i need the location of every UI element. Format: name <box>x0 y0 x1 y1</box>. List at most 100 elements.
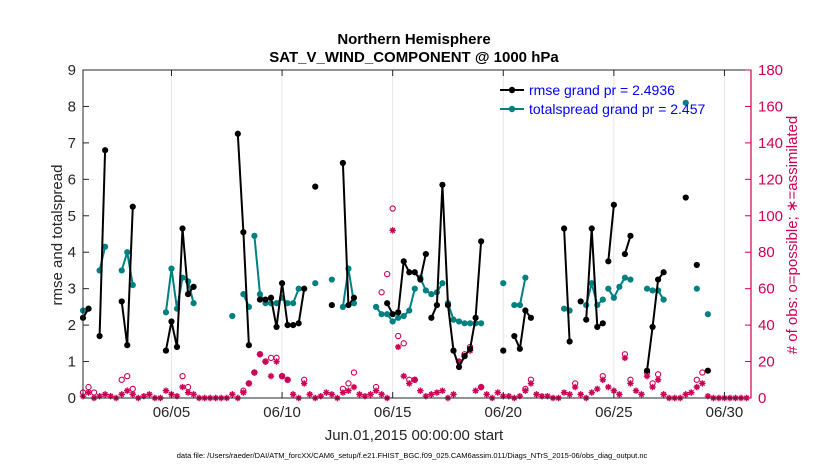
spread-point <box>511 301 518 309</box>
spread-point <box>290 300 297 307</box>
rmse-point <box>643 367 651 374</box>
spread-point <box>251 232 258 239</box>
spread-point <box>389 318 396 325</box>
spread-point <box>350 300 358 307</box>
rmse-point <box>179 225 186 232</box>
spread-point <box>411 285 418 292</box>
rmse-point <box>400 258 407 265</box>
obs-assimilated-point <box>240 389 247 396</box>
y-tick-label: 9 <box>68 62 76 79</box>
rmse-line <box>623 235 632 255</box>
rmse-point <box>162 347 170 354</box>
rmse-point <box>262 296 269 303</box>
rmse-point <box>422 250 429 258</box>
rmse-line <box>646 271 665 371</box>
rmse-point <box>284 322 291 329</box>
rmse-point <box>411 269 418 276</box>
obs-assimilated-point <box>638 391 645 398</box>
x-tick-label: 06/15 <box>374 404 412 421</box>
rmse-point <box>290 322 297 329</box>
obs-assimilated-point <box>522 387 529 394</box>
y2-tick-label: 40 <box>758 317 775 334</box>
obs-assimilated-point <box>660 391 667 398</box>
obs-assimilated-point <box>173 392 181 400</box>
obs-assimilated-point <box>422 392 430 400</box>
rmse-point <box>433 301 441 309</box>
obs-assimilated-point <box>251 369 258 376</box>
spread-point <box>682 99 689 106</box>
spread-point <box>516 301 523 309</box>
spread-point <box>450 316 457 323</box>
rmse-line <box>513 307 532 353</box>
obs-assimilated-point <box>594 385 601 393</box>
rmse-point <box>102 147 109 154</box>
obs-assimilated-point <box>411 376 418 383</box>
obs-assimilated-point <box>389 227 396 234</box>
rmse-point <box>428 314 435 321</box>
obs-assimilated-point <box>262 358 269 365</box>
spread-point <box>295 285 302 292</box>
obs-assimilated-point <box>428 391 435 398</box>
obs-assimilated-point <box>406 380 413 387</box>
obs-assimilated-point <box>350 383 358 391</box>
obs-assimilated-point <box>179 383 186 391</box>
obs-assimilated-point <box>533 391 540 398</box>
obs-assimilated-point <box>367 391 374 398</box>
obs-assimilated-point <box>566 391 573 398</box>
obs-assimilated-point <box>472 387 479 394</box>
obs-assimilated-point <box>146 391 153 398</box>
rmse-point <box>588 225 595 232</box>
rmse-point <box>339 159 347 167</box>
obs-assimilated-point <box>433 389 441 396</box>
spread-point <box>704 311 711 318</box>
spread-point <box>610 294 617 301</box>
y-tick-label: 8 <box>68 98 76 115</box>
obs-assimilated-point <box>439 387 446 394</box>
legend: rmse grand pr = 2.4936 totalspread grand… <box>500 82 706 117</box>
obs-assimilated-point <box>85 389 92 396</box>
rmse-point <box>96 332 103 340</box>
y2-tick-label: 160 <box>758 98 783 115</box>
rmse-point <box>295 320 302 327</box>
obs-assimilated-point <box>494 389 501 396</box>
obs-possible-point <box>699 369 706 376</box>
rmse-line <box>563 228 571 342</box>
obs-assimilated-point <box>682 391 689 398</box>
spread-point <box>129 281 136 289</box>
obs-assimilated-point <box>544 392 551 400</box>
spread-point <box>372 303 380 310</box>
rmse-point <box>577 298 584 305</box>
rmse-point <box>273 323 280 331</box>
rmse-point <box>350 294 358 301</box>
y-tick-label: 1 <box>68 354 76 371</box>
obs-possible-point <box>400 340 407 347</box>
rmse-point <box>406 269 413 276</box>
rmse-point <box>301 285 308 292</box>
obs-assimilated-point <box>306 391 313 398</box>
rmse-point <box>455 363 463 371</box>
spread-point <box>190 300 197 307</box>
spread-point <box>168 265 175 272</box>
y-tick-label: 4 <box>68 244 76 261</box>
spread-point <box>621 274 629 281</box>
spread-point <box>643 285 651 292</box>
obs-assimilated-point <box>505 392 512 400</box>
obs-assimilated-point <box>107 392 114 400</box>
spread-point <box>439 280 446 287</box>
obs-possible-point <box>693 376 700 383</box>
rmse-point <box>240 229 247 236</box>
spread-point <box>428 291 435 298</box>
y2-tick-label: 100 <box>758 208 783 225</box>
rmse-point <box>256 296 264 303</box>
obs-assimilated-point <box>483 391 490 398</box>
obs-assimilated-point <box>378 391 385 398</box>
rmse-point <box>417 276 424 283</box>
spread-point <box>461 320 468 327</box>
obs-assimilated-point <box>162 387 170 394</box>
rmse-point <box>234 130 241 137</box>
rmse-point <box>527 314 535 321</box>
x-tick-label: 06/30 <box>706 404 744 421</box>
rmse-point <box>184 291 192 298</box>
spread-point <box>500 280 507 287</box>
obs-assimilated-point <box>184 389 192 396</box>
